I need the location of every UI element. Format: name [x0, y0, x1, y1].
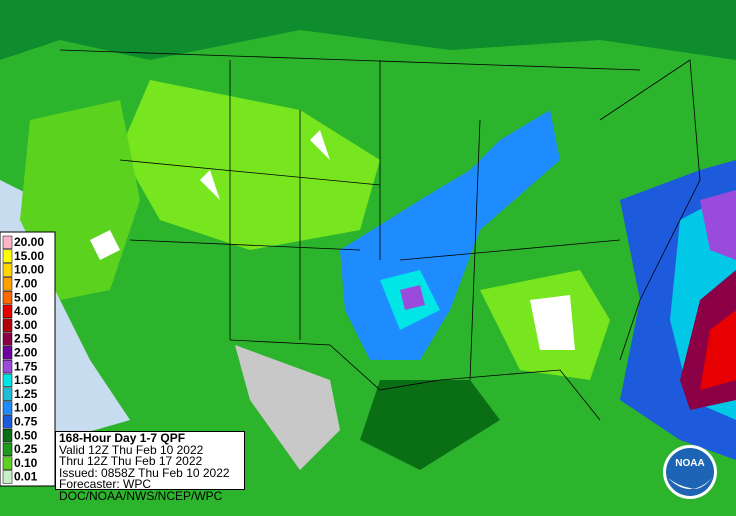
east-purple: [700, 190, 736, 260]
legend-swatch: [2, 373, 13, 388]
legend-label: 15.00: [14, 249, 44, 263]
legend-swatch: [2, 235, 13, 250]
legend-swatch: [2, 304, 13, 319]
legend-swatch: [2, 332, 13, 346]
legend-label: 20.00: [14, 235, 44, 249]
legend-swatch: [2, 442, 13, 457]
legend-swatch: [2, 318, 13, 332]
info-box: 168-Hour Day 1-7 QPF Valid 12Z Thu Feb 1…: [55, 431, 245, 501]
legend-label: 0.50: [14, 428, 38, 442]
legend-label: 4.00: [14, 304, 38, 318]
legend: 20.0015.0010.007.005.004.003.002.502.001…: [2, 235, 44, 484]
info-line: Forecaster: WPC: [59, 477, 152, 491]
dry-spots: [90, 130, 330, 260]
legend-label: 1.75: [14, 359, 38, 373]
info-line: Valid 12Z Thu Feb 10 2022: [59, 442, 204, 457]
mexico: [235, 345, 340, 470]
legend-swatch: [2, 387, 13, 401]
legend-swatch: [2, 428, 13, 443]
legend-swatch: [2, 346, 13, 360]
dry-area: [530, 295, 575, 350]
legend-swatch: [2, 277, 13, 291]
west-light: [120, 80, 380, 250]
legend-label: 10.00: [14, 263, 44, 277]
logo-text: NOAA: [675, 458, 704, 469]
legend-swatch: [2, 290, 13, 305]
noaa-logo: NOAA: [663, 445, 717, 499]
legend-swatch: [2, 456, 13, 470]
legend-label: 1.50: [14, 373, 38, 387]
legend-label: 1.25: [14, 387, 38, 401]
legend-label: 7.00: [14, 276, 38, 290]
gulf: [360, 380, 500, 470]
legend-label: 2.50: [14, 332, 38, 346]
legend-label: 3.00: [14, 318, 38, 332]
legend-swatch: [2, 359, 13, 374]
logo-wave: [668, 478, 712, 489]
legend-swatch: [2, 470, 13, 484]
legend-label: 0.10: [14, 456, 38, 470]
borders: [59, 49, 701, 421]
logo-disc: [666, 448, 714, 496]
legend-swatch: [2, 249, 13, 263]
north-region: [0, 0, 736, 60]
info-line: Thru 12Z Thu Feb 17 2022: [59, 454, 203, 468]
legend-label: 0.75: [14, 414, 38, 428]
legend-label: 0.25: [14, 442, 38, 456]
legend-swatch: [2, 401, 13, 415]
legend-label: 5.00: [14, 290, 38, 304]
info-title: 168-Hour Day 1-7 QPF: [59, 431, 186, 445]
info-line: DOC/NOAA/NWS/NCEP/WPC: [59, 488, 223, 503]
legend-label: 1.00: [14, 401, 38, 415]
central-peak: [400, 285, 425, 310]
info-line: Issued: 0858Z Thu Feb 10 2022: [59, 465, 230, 480]
legend-swatch: [2, 415, 13, 429]
legend-label: 2.00: [14, 345, 38, 359]
legend-swatch: [2, 263, 13, 277]
east-core: [700, 310, 736, 390]
legend-label: 0.01: [14, 470, 38, 484]
